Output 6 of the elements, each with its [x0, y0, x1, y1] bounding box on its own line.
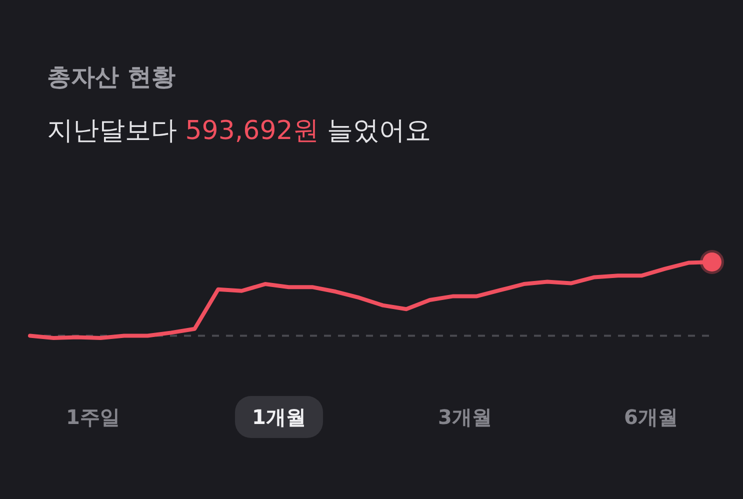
selected-tab: 1개월 — [235, 396, 323, 438]
chart-title: 총자산 현황 — [47, 62, 176, 93]
text: 1주일 — [66, 404, 120, 431]
text: 6개월 — [624, 404, 678, 431]
text: 3개월 — [438, 404, 492, 431]
chart-subtitle: 지난달보다 593,692원 늘었어요 — [47, 116, 432, 146]
